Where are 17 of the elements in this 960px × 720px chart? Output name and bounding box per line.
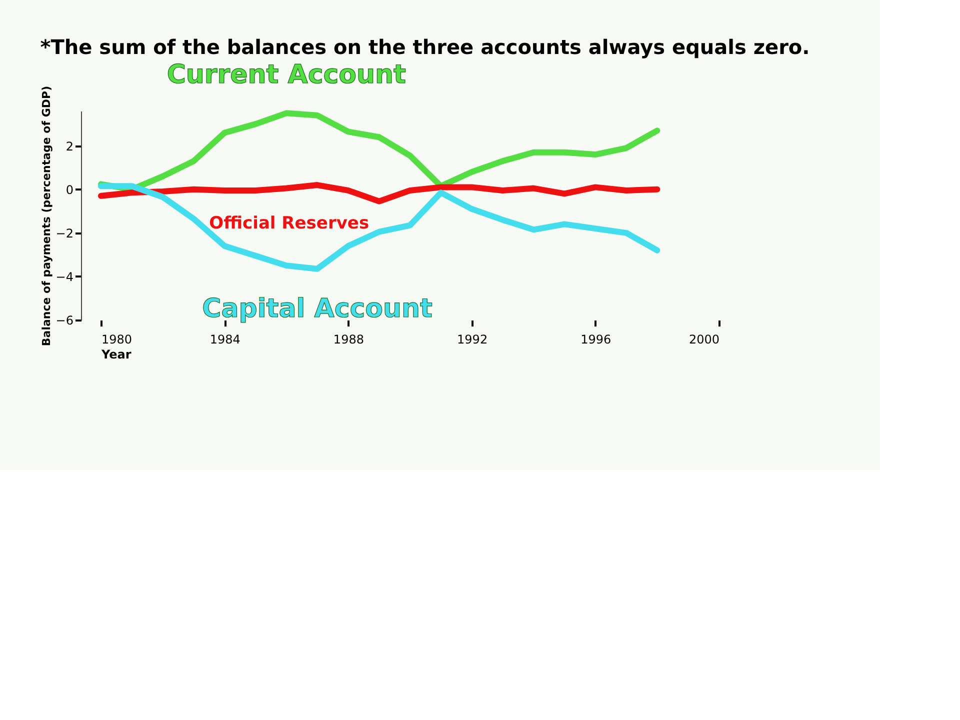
x-tick-label: 1992 [457, 332, 488, 346]
y-axis-title: Balance of payments (percentage of GDP) [40, 86, 53, 346]
series-label: Capital Account [202, 294, 432, 324]
y-tick-label: −2 [56, 226, 74, 240]
y-tick-label: 0 [66, 182, 74, 197]
y-tick-label: 2 [66, 139, 74, 154]
series-label: Current Account [166, 60, 406, 90]
x-tick-label: 2000 [688, 332, 720, 346]
x-axis-title: Year [100, 348, 132, 362]
x-tick-label: 1988 [333, 332, 364, 346]
y-tick-label: −6 [56, 314, 74, 328]
x-tick-label: 1996 [580, 332, 612, 346]
x-tick-label: 1980 [102, 332, 132, 346]
y-tick-label: −4 [56, 270, 74, 284]
x-tick-label: 1984 [210, 332, 240, 346]
chart-title: *The sum of the balances on the three accounts always equals zero. [40, 35, 810, 60]
series-label: Official Reserves [209, 213, 370, 234]
